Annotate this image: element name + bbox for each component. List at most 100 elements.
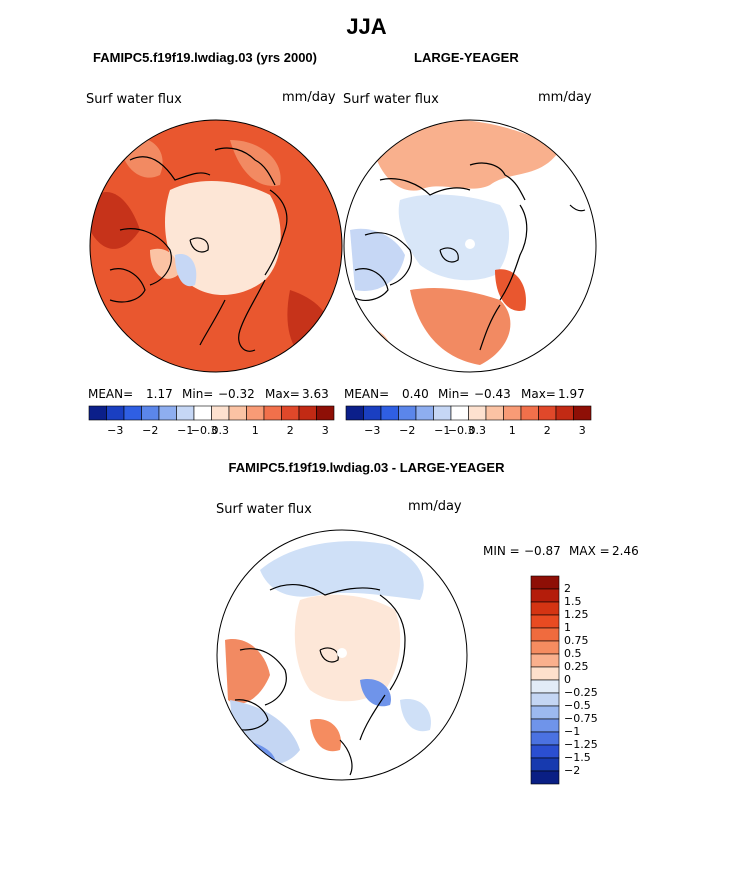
right-west-blue [350, 228, 405, 291]
left-colorbar-swatch [88, 405, 107, 421]
left-colorbar-swatch [281, 405, 300, 421]
left-colorbar-tick-label: 2 [286, 424, 294, 437]
left-colorbar-swatch [263, 405, 282, 421]
diff-pole-marker [337, 648, 347, 658]
right-colorbar-swatch [520, 405, 539, 421]
diff-colorbar-label: 0.25 [564, 660, 589, 673]
diff-east-blue [400, 699, 431, 732]
diff-colorbar [530, 575, 560, 785]
right-colorbar-swatch [555, 405, 574, 421]
left-colorbar-swatch [158, 405, 177, 421]
left-colorbar-tick-label: 0.3 [211, 424, 230, 437]
left-colorbar-tick-label: −2 [142, 424, 159, 437]
diff-colorbar-label: −0.25 [564, 686, 598, 699]
diff-max-label: MAX = [569, 544, 610, 558]
diff-colorbar-swatch [530, 588, 560, 603]
diff-colorbar-label: −1.25 [564, 738, 598, 751]
right-pole-marker [465, 239, 475, 249]
right-colorbar-tick-label: 0.3 [468, 424, 487, 437]
right-colorbar-swatch [485, 405, 504, 421]
right-colorbar-swatch [363, 405, 382, 421]
diff-colorbar-swatch [530, 614, 560, 629]
diff-min-label: MIN = [483, 544, 520, 558]
diff-colorbar-swatch [530, 731, 560, 746]
left-polar-map [90, 120, 342, 372]
right-mean-label: MEAN= [344, 387, 390, 401]
diff-colorbar-label: 0.75 [564, 634, 589, 647]
diff-colorbar-swatch [530, 640, 560, 655]
diff-colorbar-swatch [530, 757, 560, 772]
right-colorbar-tick-label: −3 [364, 424, 381, 437]
right-colorbar-tick-label: 1 [508, 424, 516, 437]
right-arctic-blue [398, 194, 510, 281]
diff-colorbar-swatch [530, 718, 560, 733]
left-coastlines [109, 147, 288, 352]
right-min-value: −0.43 [474, 387, 511, 401]
diff-colorbar-label: −2 [564, 764, 581, 777]
left-max-label: Max= [265, 387, 300, 401]
diff-colorbar-label: 1.25 [564, 608, 589, 621]
right-max-value: 1.97 [558, 387, 585, 401]
left-mean-value: 1.17 [146, 387, 173, 401]
left-blue-patch [175, 254, 197, 287]
right-colorbar-swatch [573, 405, 592, 421]
left-colorbar-tick-label: −1 [177, 424, 194, 437]
right-colorbar-tick-label: 2 [543, 424, 551, 437]
left-mean-label: MEAN= [88, 387, 134, 401]
left-colorbar-swatch [193, 405, 212, 421]
right-colorbar [345, 405, 592, 421]
diff-panel-title: FAMIPC5.f19f19.lwdiag.03 - LARGE-YEAGER [228, 460, 505, 475]
diff-colorbar-label: 0 [564, 673, 571, 686]
right-mean-value: 0.40 [402, 387, 429, 401]
right-colorbar-swatch [538, 405, 557, 421]
diff-arctic-pale [294, 594, 401, 702]
right-colorbar-tick-label: −0.3 [447, 424, 475, 437]
right-max-label: Max= [521, 387, 556, 401]
season-title: JJA [346, 14, 387, 39]
left-colorbar-swatch [176, 405, 195, 421]
left-colorbar [88, 405, 335, 421]
right-colorbar-swatch [468, 405, 487, 421]
right-field-label: Surf water flux [343, 92, 439, 107]
diff-colorbar-swatch [530, 770, 560, 785]
diff-colorbar-label: 1.5 [564, 595, 582, 608]
left-colorbar-swatch [246, 405, 265, 421]
left-colorbar-swatch [298, 405, 317, 421]
diff-colorbar-swatch [530, 692, 560, 707]
left-colorbar-tick-label: −3 [107, 424, 124, 437]
diff-map-border [216, 529, 468, 781]
right-colorbar-swatch [450, 405, 469, 421]
diff-coastlines [234, 583, 406, 776]
diff-colorbar-swatch [530, 679, 560, 694]
left-colorbar-swatch [106, 405, 125, 421]
right-colorbar-swatch [415, 405, 434, 421]
right-colorbar-swatch [503, 405, 522, 421]
left-map-border [89, 119, 343, 373]
right-south-orange [410, 288, 511, 365]
diff-colorbar-label: 1 [564, 621, 571, 634]
left-field-label: Surf water flux [86, 92, 182, 107]
diff-west-orange [225, 639, 270, 704]
right-units-label: mm/day [538, 90, 592, 105]
left-colorbar-swatch [316, 405, 335, 421]
diff-colorbar-swatch [530, 575, 560, 590]
left-colorbar-swatch [123, 405, 142, 421]
left-colorbar-tick-label: 3 [321, 424, 329, 437]
right-colorbar-swatch [433, 405, 452, 421]
right-colorbar-swatch [345, 405, 364, 421]
diff-max-value: 2.46 [612, 544, 639, 558]
right-colorbar-swatch [380, 405, 399, 421]
right-min-label: Min= [438, 387, 470, 401]
diff-colorbar-swatch [530, 653, 560, 668]
left-max-value: 3.63 [302, 387, 329, 401]
diff-colorbar-swatch [530, 627, 560, 642]
diff-colorbar-swatch [530, 705, 560, 720]
right-colorbar-swatch [398, 405, 417, 421]
diff-polar-map [217, 530, 467, 780]
left-colorbar-tick-label: −0.3 [190, 424, 218, 437]
right-panel-title: LARGE-YEAGER [414, 50, 519, 65]
left-units-label: mm/day [282, 90, 336, 105]
right-east-orange [495, 269, 526, 311]
diff-colorbar-label: −1.5 [564, 751, 591, 764]
left-colorbar-swatch [141, 405, 160, 421]
